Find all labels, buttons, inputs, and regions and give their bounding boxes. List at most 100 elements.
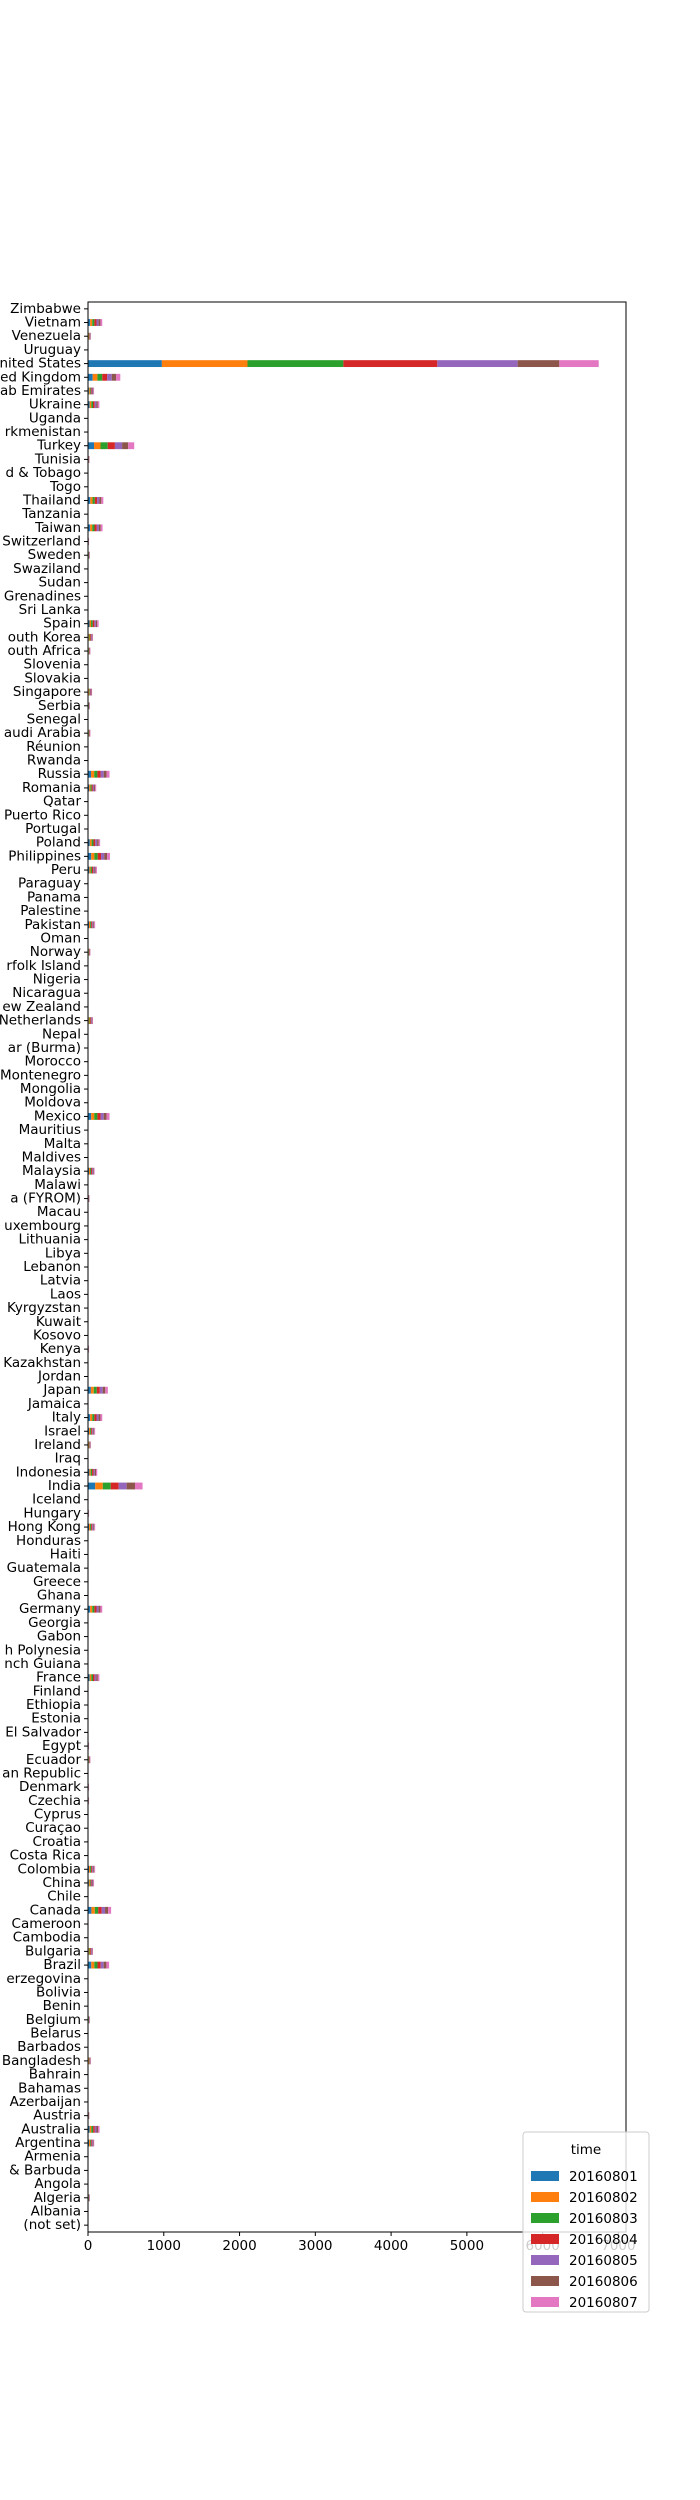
category-label: Bulgaria (25, 1943, 81, 1959)
bar-segment (88, 1605, 91, 1613)
bar-segment (100, 442, 108, 450)
bar-segment (93, 401, 95, 409)
category-label: Singapore (13, 684, 81, 700)
category-label: Sri Lanka (19, 602, 81, 618)
bar-segment (90, 921, 92, 929)
bar-segment (103, 1961, 107, 1969)
category-label: Macau (37, 1204, 81, 1220)
bar-segment (92, 1879, 94, 1887)
category-label: Réunion (26, 739, 81, 755)
bar-segment (97, 1113, 101, 1120)
bar-segment (93, 1468, 95, 1476)
category-label: Gabon (37, 1629, 81, 1645)
category-label: Japan (42, 1382, 81, 1398)
bar-segment (88, 1414, 91, 1421)
category-label: Uganda (29, 410, 81, 426)
bar-segment (98, 1605, 101, 1613)
category-label: ab Emirates (0, 383, 81, 399)
bar-segment (95, 620, 98, 628)
category-label: (not set) (23, 2217, 81, 2233)
bar-segment (91, 852, 95, 860)
category-label: uxembourg (4, 1218, 81, 1234)
category-label: Austria (33, 2108, 81, 2124)
bar-segment (126, 1482, 135, 1490)
bar-segment (90, 1167, 92, 1175)
category-label: Swaziland (13, 561, 81, 577)
bar-segment (92, 497, 95, 504)
bar-segment (88, 1523, 90, 1531)
category-label: Cambodia (13, 1930, 81, 1946)
bar-segment (91, 1947, 93, 1955)
bar-segment (96, 319, 99, 326)
category-label: Palestine (20, 903, 81, 919)
bar-segment (90, 1017, 92, 1025)
category-label: Moldova (24, 1095, 81, 1111)
category-label: Ghana (37, 1588, 81, 1604)
category-label: ed Kingdom (0, 369, 81, 385)
category-label: Thailand (22, 492, 81, 508)
category-label: Cyprus (34, 1807, 81, 1823)
bar-segment (89, 688, 91, 696)
bar-segment (91, 1113, 95, 1120)
bar-segment (96, 1605, 99, 1613)
bar-segment (88, 770, 92, 778)
bar-segment (92, 1605, 95, 1613)
bar-segment (97, 1674, 100, 1682)
bar-segment (107, 373, 112, 381)
category-label: outh Korea (8, 629, 81, 645)
category-label: Israel (44, 1423, 81, 1439)
bar-segment (93, 387, 95, 395)
bar-segment (91, 839, 94, 847)
category-label: Ireland (34, 1437, 81, 1453)
bar-segment (106, 1113, 110, 1120)
bar-segment (103, 1113, 107, 1120)
category-label: Hungary (23, 1505, 81, 1521)
category-label: Malaysia (22, 1163, 81, 1179)
category-label: rfolk Island (6, 958, 81, 974)
x-tick-label: 2000 (222, 2238, 256, 2254)
bar-segment (94, 1674, 97, 1682)
category-label: Venezuela (12, 328, 81, 344)
bar-segment (88, 1386, 91, 1394)
bar-segment (91, 1017, 92, 1025)
bar-segment (93, 1879, 95, 1887)
category-label: Italy (52, 1410, 81, 1426)
bar-segment (92, 633, 94, 641)
bar-segment (89, 1523, 91, 1531)
category-label: Serbia (38, 698, 81, 714)
bar-segment (93, 1523, 95, 1531)
category-label: Angola (34, 2176, 81, 2192)
bar-segment (94, 319, 97, 326)
bars-layer (88, 305, 599, 2229)
category-label: Turkey (36, 438, 81, 454)
bar-segment (94, 1605, 97, 1613)
bar-segment (107, 852, 110, 860)
bar-segment (88, 360, 162, 368)
category-label: d & Tobago (5, 465, 81, 481)
bar-segment (91, 688, 92, 696)
bar-segment (97, 401, 100, 409)
category-label: Brazil (43, 1957, 81, 1973)
category-label: Ethiopia (26, 1697, 81, 1713)
bar-segment (96, 1386, 100, 1394)
category-label: Slovenia (24, 657, 81, 673)
bar-segment (97, 1961, 101, 1969)
bar-segment (88, 1482, 96, 1490)
bar-segment (88, 839, 90, 847)
bar-segment (89, 784, 91, 792)
bar-segment (88, 2125, 90, 2133)
bar-segment (89, 1674, 92, 1682)
bar-segment (88, 373, 93, 381)
bar-segment (107, 442, 115, 450)
category-label: Sweden (28, 547, 81, 563)
bar-segment (91, 620, 93, 628)
category-label: Algeria (34, 2190, 81, 2206)
bar-segment (91, 1427, 93, 1435)
bar-segment (559, 360, 599, 368)
bar-segment (88, 1961, 92, 1969)
bar-segment (90, 1468, 93, 1476)
category-label: Benin (43, 1998, 81, 2014)
bar-segment (88, 866, 90, 874)
category-label: Georgia (28, 1615, 81, 1631)
